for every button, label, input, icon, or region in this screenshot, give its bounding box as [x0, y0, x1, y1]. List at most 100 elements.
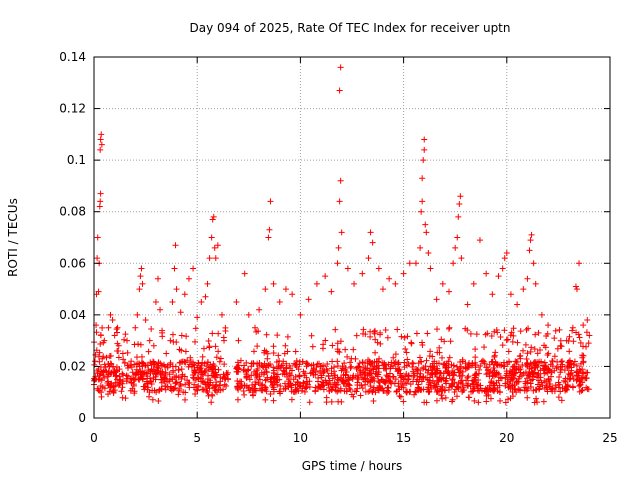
- data-point: [97, 146, 104, 153]
- data-point: [534, 359, 541, 366]
- data-point: [486, 373, 493, 380]
- data-point: [345, 381, 352, 388]
- data-point: [357, 367, 364, 374]
- data-point: [271, 375, 278, 382]
- data-point: [267, 390, 274, 397]
- data-point: [111, 368, 118, 375]
- y-axis-label: ROTI / TECUs: [6, 198, 20, 277]
- data-point: [291, 360, 298, 367]
- data-point: [213, 381, 220, 388]
- data-point: [438, 354, 445, 361]
- data-point: [404, 356, 411, 363]
- data-point: [296, 373, 303, 380]
- data-point: [453, 363, 460, 370]
- data-point: [283, 369, 290, 376]
- data-point: [164, 362, 171, 369]
- data-point: [421, 136, 428, 143]
- data-point: [454, 234, 461, 241]
- data-point: [328, 365, 335, 372]
- data-point: [423, 357, 430, 364]
- data-point: [566, 333, 573, 340]
- data-point: [393, 387, 400, 394]
- data-point: [99, 355, 106, 362]
- data-point: [353, 332, 360, 339]
- data-point: [516, 386, 523, 393]
- data-point: [282, 342, 289, 349]
- data-point: [208, 399, 215, 406]
- x-tick-label: 5: [193, 431, 201, 445]
- data-point: [367, 383, 374, 390]
- data-point: [354, 379, 361, 386]
- data-point: [192, 390, 199, 397]
- data-point: [92, 351, 99, 358]
- data-point: [144, 380, 151, 387]
- data-point: [471, 385, 478, 392]
- data-point: [137, 341, 144, 348]
- data-point: [263, 348, 270, 355]
- data-point: [439, 280, 446, 287]
- data-point: [99, 384, 106, 391]
- data-point: [421, 399, 428, 406]
- data-point: [263, 331, 270, 338]
- data-point: [137, 368, 144, 375]
- data-point: [540, 398, 547, 405]
- data-point: [179, 371, 186, 378]
- data-point: [568, 367, 575, 374]
- data-point: [505, 396, 512, 403]
- data-point: [182, 396, 189, 403]
- data-point: [197, 365, 204, 372]
- data-point: [386, 275, 393, 282]
- data-point: [400, 374, 407, 381]
- data-point: [491, 386, 498, 393]
- data-point: [507, 332, 514, 339]
- data-point: [149, 396, 156, 403]
- data-point: [390, 373, 397, 380]
- data-point: [344, 265, 351, 272]
- data-point: [575, 331, 582, 338]
- data-point: [419, 339, 426, 346]
- data-point: [279, 362, 286, 369]
- data-point: [505, 348, 512, 355]
- data-point: [545, 376, 552, 383]
- data-point: [565, 371, 572, 378]
- data-point: [549, 358, 556, 365]
- data-point: [486, 361, 493, 368]
- data-point: [549, 388, 556, 395]
- data-point: [218, 311, 225, 318]
- data-point: [212, 255, 219, 262]
- data-point: [503, 249, 510, 256]
- data-point: [569, 327, 576, 334]
- data-point: [434, 387, 441, 394]
- data-point: [473, 331, 480, 338]
- data-point: [223, 369, 230, 376]
- data-point: [522, 341, 529, 348]
- data-point: [132, 371, 139, 378]
- data-point: [429, 353, 436, 360]
- data-point: [145, 348, 152, 355]
- data-point: [457, 193, 464, 200]
- data-point: [535, 329, 542, 336]
- y-axis-ticks: 0 0.02 0.04 0.06 0.08 0.1 0.12 0.14: [59, 50, 610, 425]
- data-point: [493, 379, 500, 386]
- data-point: [256, 306, 263, 313]
- data-point: [445, 370, 452, 377]
- data-point: [235, 380, 242, 387]
- data-point: [260, 364, 267, 371]
- data-point: [139, 363, 146, 370]
- data-point: [574, 373, 581, 380]
- x-axis-label: GPS time / hours: [302, 459, 403, 473]
- data-point: [213, 354, 220, 361]
- data-point: [562, 385, 569, 392]
- data-point: [478, 358, 485, 365]
- data-point: [234, 359, 241, 366]
- data-point: [443, 380, 450, 387]
- data-point: [155, 397, 162, 404]
- data-point: [215, 348, 222, 355]
- data-point: [182, 389, 189, 396]
- data-point: [529, 369, 536, 376]
- data-point: [510, 332, 517, 339]
- data-point: [562, 378, 569, 385]
- data-point: [346, 385, 353, 392]
- data-point: [303, 378, 310, 385]
- data-point: [473, 379, 480, 386]
